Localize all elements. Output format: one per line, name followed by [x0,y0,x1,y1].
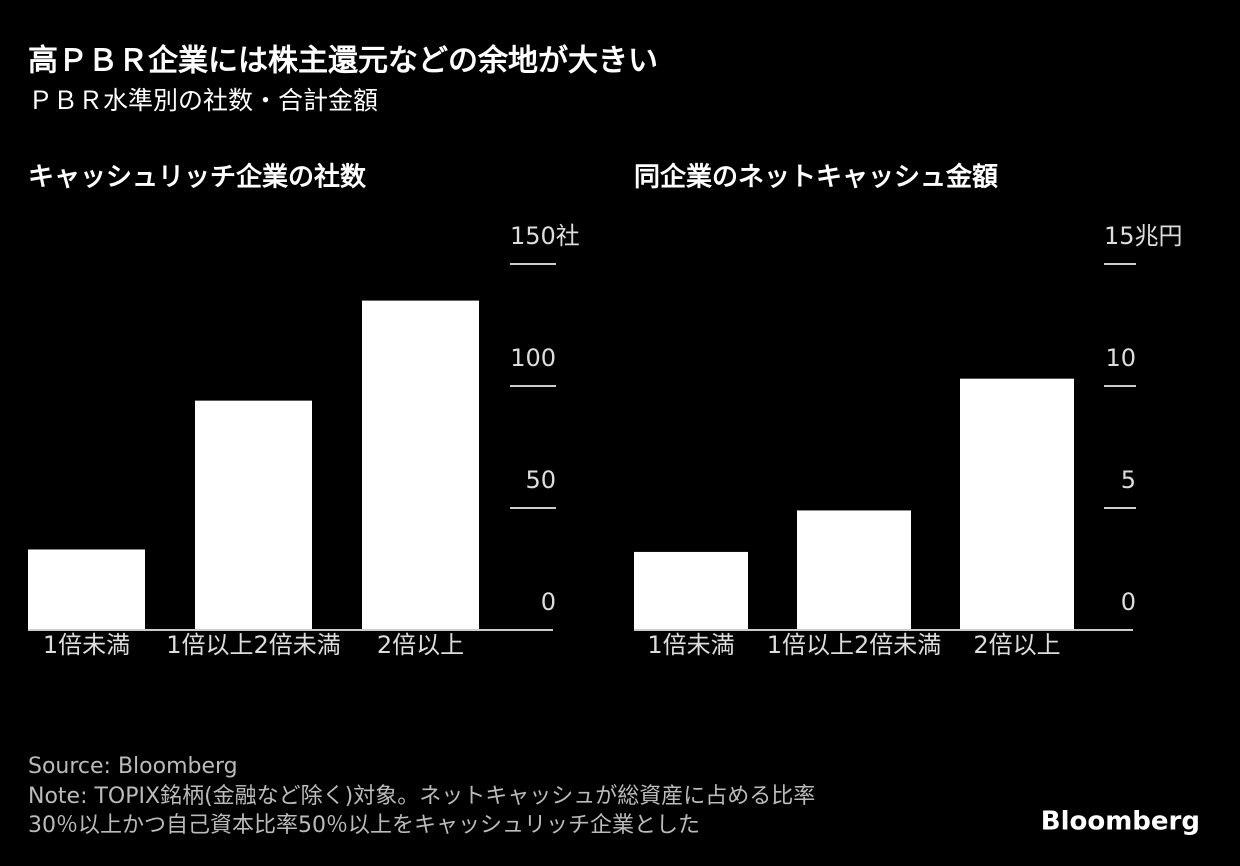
source: Source: Bloomberg [28,754,238,779]
bar [634,551,748,630]
x-tick-label: 1倍以上2倍未満 [166,631,341,659]
x-tick-label: 1倍以上2倍未満 [767,631,942,659]
y-tick-label: 0 [541,588,556,616]
bar [797,510,911,630]
x-tick-label: 2倍以上 [377,631,464,659]
y-tick-label: 15兆円 [1104,222,1183,250]
bar [362,300,479,630]
logo: Bloomberg [1041,807,1200,837]
x-tick-label: 1倍未満 [647,631,734,659]
chart-title: 同企業のネットキャッシュ金額 [634,162,998,193]
x-tick-label: 1倍未満 [43,631,130,659]
y-tick-label: 150社 [510,222,580,250]
y-tick-label: 50 [525,466,556,494]
y-tick-label: 5 [1121,466,1136,494]
bar [960,378,1074,630]
page-title: 高ＰＢＲ企業には株主還元などの余地が大きい [28,44,658,79]
y-tick-label: 100 [510,344,556,372]
y-tick-label: 0 [1121,588,1136,616]
page-subtitle: ＰＢＲ水準別の社数・合計金額 [28,86,378,115]
chart-title: キャッシュリッチ企業の社数 [28,162,367,193]
bar [195,400,312,630]
note-line: Note: TOPIX銘柄(金融など除く)対象。ネットキャッシュが総資産に占める… [28,784,815,809]
note-line: 30％以上かつ自己資本比率50％以上をキャッシュリッチ企業とした [28,813,700,838]
bar [28,549,145,630]
x-tick-label: 2倍以上 [973,631,1060,659]
y-tick-label: 10 [1105,344,1136,372]
